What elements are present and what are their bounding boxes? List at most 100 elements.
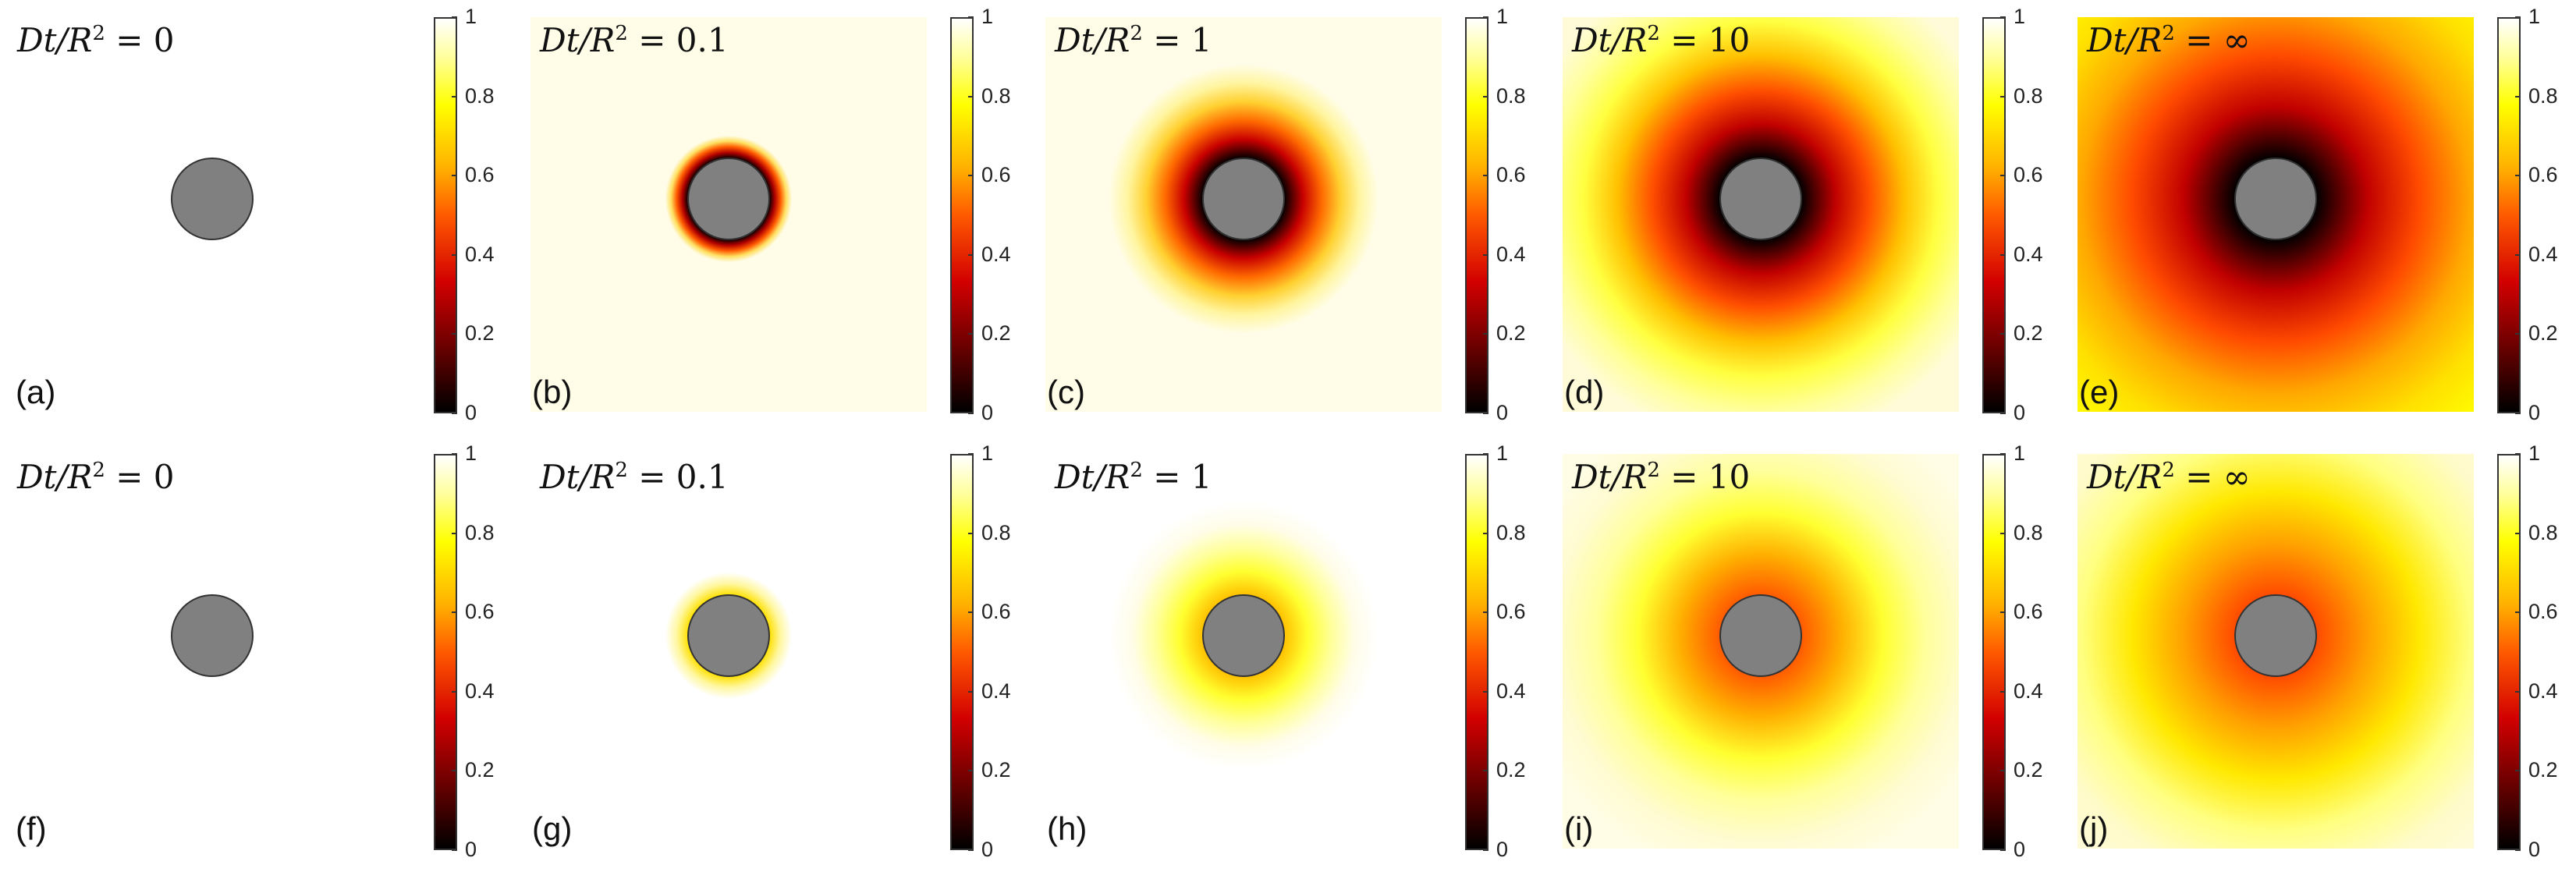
colorbar-tick-label: 0.2 (981, 758, 1011, 782)
heatmap-plot (1563, 454, 1959, 849)
colorbar-tick-mark (2000, 611, 2006, 614)
panel-title-suffix: = ∞ (2174, 458, 2251, 496)
colorbar-tick-mark (968, 333, 974, 335)
colorbar (1465, 17, 1488, 413)
colorbar-tick-mark (2515, 333, 2521, 335)
colorbar-tick-label: 0 (2528, 401, 2541, 424)
panel-title-suffix: = 1 (1142, 458, 1212, 496)
colorbar-tick-mark (1483, 253, 1488, 256)
colorbar-tick-mark (452, 849, 457, 851)
colorbar-tick-mark (452, 333, 457, 335)
obstacle-circle (171, 158, 254, 240)
colorbar-tick-mark (2000, 253, 2006, 256)
colorbar-tick-mark (2515, 413, 2521, 414)
colorbar-tick-label: 0.8 (1496, 83, 1526, 108)
colorbar-tick-label: 0.4 (1496, 242, 1526, 266)
colorbar-tick-label: 1 (981, 5, 994, 28)
colorbar-tick-mark (2515, 532, 2521, 534)
panel-title-suffix: = 1 (1142, 21, 1212, 59)
colorbar-tick-label: 1 (1496, 441, 1509, 465)
colorbar-tick-mark (2000, 849, 2006, 851)
panel-title-prefix: Dt/R (2087, 458, 2163, 496)
panel-title: Dt/R2 = 10 (1572, 460, 1750, 494)
colorbar-tick-mark (2515, 770, 2521, 772)
colorbar-tick-mark (452, 95, 457, 97)
panel-title-sup: 2 (1130, 22, 1143, 45)
panel-label: (e) (2079, 374, 2120, 410)
heatmap-svg (530, 17, 927, 412)
colorbar-tick-label: 0.4 (981, 242, 1011, 266)
heatmap-panel: Dt/R2 = 10 (i) 0 0.2 0.4 0.6 0.8 1 (1549, 437, 2063, 874)
panel-title-prefix: Dt/R (1572, 458, 1648, 496)
panel-title-suffix: = 0 (105, 21, 175, 59)
colorbar-tick-mark (968, 95, 974, 97)
heatmap-svg (1045, 17, 1442, 412)
colorbar (1982, 17, 2006, 413)
colorbar-tick-mark (968, 690, 974, 693)
colorbar-tick-label: 0.8 (2528, 83, 2558, 108)
colorbar-tick-label: 0.8 (2528, 520, 2558, 544)
heatmap-panel: Dt/R2 = 1 (h) 0 0.2 0.4 0.6 0.8 1 (1031, 437, 1546, 874)
colorbar-tick-label: 1 (2014, 441, 2026, 465)
colorbar-tick-mark (452, 175, 457, 177)
colorbar-tick-label: 0.4 (2014, 679, 2043, 703)
colorbar-tick-label: 0.6 (1496, 600, 1526, 624)
colorbar-tick-mark (1483, 175, 1488, 177)
heatmap-plot (2077, 454, 2474, 849)
colorbar-tick-mark (1483, 413, 1488, 414)
heatmap-panel: Dt/R2 = 0.1 (b) 0 0.2 0.4 0.6 0.8 1 (516, 0, 1031, 437)
panel-title-sup: 2 (2162, 459, 2175, 482)
colorbar-tick-label: 1 (1496, 5, 1509, 28)
heatmap-svg (1045, 454, 1442, 849)
colorbar-tick-mark (2515, 175, 2521, 177)
panel-title-sup: 2 (92, 459, 105, 482)
colorbar-tick-label: 0.6 (981, 600, 1011, 624)
panel-title: Dt/R2 = 0 (17, 460, 175, 494)
heatmap-plot (530, 17, 927, 412)
colorbar-tick-mark (1483, 333, 1488, 335)
heatmap-svg (171, 594, 254, 677)
colorbar-tick-label: 0 (2014, 838, 2026, 861)
colorbar-tick-mark (2000, 16, 2006, 18)
colorbar (2497, 17, 2521, 413)
colorbar-tick-label: 0.6 (2014, 600, 2043, 624)
colorbar-tick-mark (968, 770, 974, 772)
colorbar-tick-mark (2000, 770, 2006, 772)
heatmap-svg (1563, 454, 1959, 849)
panel-title-suffix: = 10 (1659, 458, 1751, 496)
panel-title-suffix: = 0.1 (627, 458, 729, 496)
panel-title-sup: 2 (1647, 459, 1660, 482)
panel-title-suffix: = 0 (105, 458, 175, 496)
obstacle-circle (1719, 158, 1802, 240)
colorbar-tick-label: 0.4 (465, 679, 495, 703)
colorbar-tick-mark (1483, 453, 1488, 455)
heatmap-svg (530, 454, 927, 849)
colorbar-tick-label: 1 (981, 441, 994, 465)
panel-label: (d) (1564, 374, 1605, 410)
heatmap-plot (14, 454, 410, 849)
colorbar-tick-mark (1483, 532, 1488, 534)
panel-label: (g) (532, 810, 573, 847)
colorbar-tick-label: 0 (981, 838, 994, 861)
colorbar-tick-label: 0.6 (1496, 163, 1526, 187)
colorbar-tick-label: 0.8 (465, 520, 495, 544)
colorbar-tick-mark (452, 770, 457, 772)
colorbar-tick-mark (2515, 253, 2521, 256)
panel-title-sup: 2 (615, 459, 628, 482)
panel-title-prefix: Dt/R (1572, 21, 1648, 59)
obstacle-circle (2234, 158, 2317, 240)
colorbar-tick-label: 0.2 (1496, 758, 1526, 782)
colorbar-tick-label: 0.2 (1496, 321, 1526, 346)
colorbar-tick-label: 0 (981, 401, 994, 424)
colorbar-tick-mark (2515, 849, 2521, 851)
colorbar-tick-label: 0.8 (2014, 83, 2043, 108)
heatmap-panel: Dt/R2 = ∞ (j) 0 0.2 0.4 0.6 0.8 1 (2063, 437, 2576, 874)
heatmap-svg (1563, 17, 1959, 412)
panel-title-suffix: = ∞ (2174, 21, 2251, 59)
panel-label: (j) (2079, 810, 2109, 847)
panel-title-sup: 2 (92, 22, 105, 45)
colorbar-tick-mark (968, 611, 974, 614)
colorbar-tick-mark (1483, 690, 1488, 693)
colorbar-tick-mark (452, 413, 457, 414)
